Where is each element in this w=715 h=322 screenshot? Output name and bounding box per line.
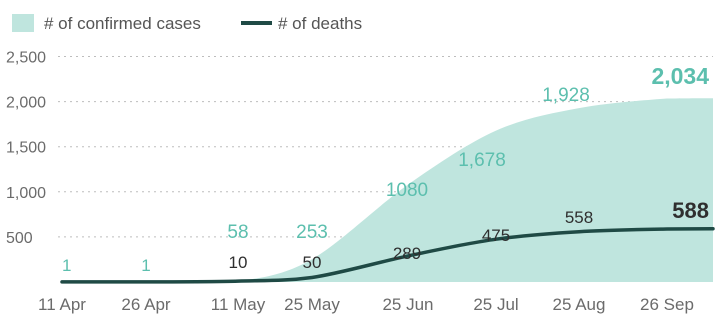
y-axis-ticks: 2,500 2,000 1,500 1,000 500 <box>6 50 46 247</box>
y-tick-label: 2,500 <box>6 50 46 67</box>
x-tick-label: 25 May <box>284 295 340 314</box>
confirmed-cases-data-label: 1080 <box>386 180 428 201</box>
x-tick-label: 25 Jun <box>382 295 433 314</box>
deaths-data-label: 588 <box>672 198 709 223</box>
y-tick-label: 2,000 <box>6 95 46 112</box>
x-tick-label: 25 Aug <box>553 295 606 314</box>
x-tick-label: 26 Sep <box>640 295 694 314</box>
confirmed-cases-data-label: 58 <box>227 222 248 243</box>
deaths-data-label: 10 <box>229 253 248 272</box>
deaths-data-label: 475 <box>482 226 510 245</box>
x-tick-label: 11 May <box>211 295 266 314</box>
x-tick-label: 25 Jul <box>473 295 518 314</box>
legend-label-deaths: # of deaths <box>278 14 362 33</box>
x-tick-label: 11 Apr <box>38 295 86 314</box>
confirmed-cases-data-label: 1 <box>62 256 71 275</box>
confirmed-cases-data-label: 253 <box>296 222 328 243</box>
confirmed-cases-data-label: 2,034 <box>651 63 709 89</box>
legend-swatch-confirmed <box>12 14 34 32</box>
deaths-line-layer <box>60 227 715 284</box>
legend-label-confirmed: # of confirmed cases <box>44 14 201 33</box>
x-tick-label: 26 Apr <box>121 295 170 314</box>
confirmed-cases-area <box>62 98 713 282</box>
deaths-data-label: 50 <box>303 253 322 272</box>
y-tick-label: 1,000 <box>6 185 46 202</box>
deaths-line <box>60 227 715 284</box>
data-labels: 1 1 58 253 1080 1,678 1,928 2,034 10 50 289 475 558 5… <box>62 63 709 275</box>
confirmed-cases-area-layer <box>62 98 713 282</box>
y-tick-label: 1,500 <box>6 140 46 157</box>
deaths-data-label: 289 <box>393 244 421 263</box>
confirmed-cases-data-label: 1,928 <box>542 85 590 106</box>
deaths-data-label: 558 <box>565 208 593 227</box>
x-axis-ticks: 11 Apr 26 Apr 11 May 25 May 25 Jun 25 Jul 25 A… <box>38 295 694 314</box>
y-tick-label: 500 <box>6 230 33 247</box>
confirmed-cases-data-label: 1 <box>141 256 150 275</box>
grid <box>58 56 713 238</box>
legend: # of confirmed cases # of deaths <box>12 14 362 33</box>
confirmed-cases-data-label: 1,678 <box>458 150 506 171</box>
